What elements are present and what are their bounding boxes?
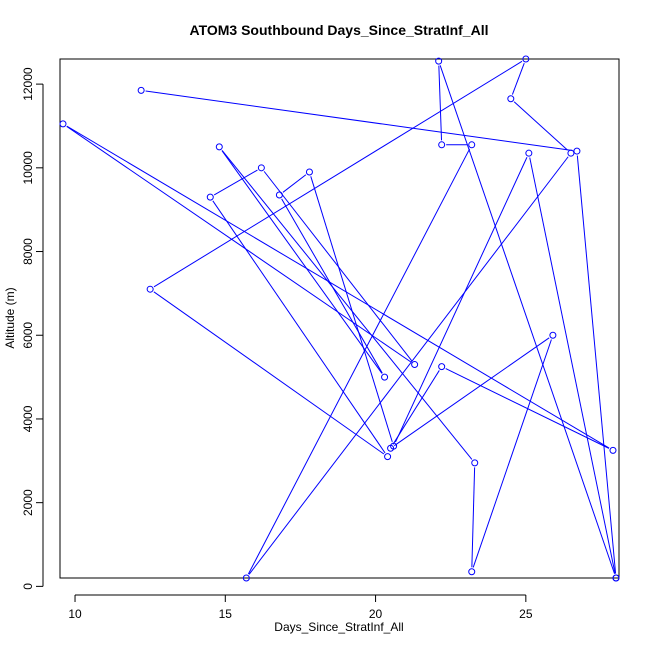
data-point <box>612 574 620 582</box>
data-point <box>411 361 419 369</box>
data-point <box>438 141 446 149</box>
series-segment <box>66 126 412 363</box>
series-segment <box>212 200 386 454</box>
series-segment <box>153 291 385 455</box>
series-segment <box>439 65 616 574</box>
data-point <box>146 285 154 293</box>
data-point <box>438 363 446 371</box>
data-point <box>468 141 476 149</box>
series-segment <box>213 169 258 196</box>
data-point <box>137 86 145 94</box>
series-segment <box>472 339 552 568</box>
data-point <box>435 57 443 65</box>
series-segment <box>513 101 568 151</box>
data-point <box>381 373 389 381</box>
x-tick-label: 25 <box>519 607 533 621</box>
plot-frame <box>59 58 620 579</box>
y-tick-label: 10000 <box>21 151 35 185</box>
data-point <box>573 147 581 155</box>
series-layer <box>59 55 620 582</box>
data-point <box>390 442 398 450</box>
series-segment <box>529 157 616 574</box>
data-point <box>257 164 265 172</box>
series-segment <box>471 467 476 568</box>
data-point <box>522 55 530 63</box>
series-segment <box>282 174 307 193</box>
x-tick-label: 15 <box>219 607 233 621</box>
data-point <box>59 120 67 128</box>
series-segment <box>248 156 569 575</box>
series-segment <box>392 370 440 445</box>
data-point <box>609 446 617 454</box>
x-tick-label: 20 <box>369 607 383 621</box>
data-point <box>275 191 283 199</box>
data-point <box>468 568 476 576</box>
y-tick-label: 6000 <box>21 322 35 349</box>
data-point <box>471 459 479 467</box>
series-segment <box>281 198 383 374</box>
data-point <box>215 143 223 151</box>
y-tick-label: 0 <box>21 583 35 590</box>
series-segment <box>221 150 473 460</box>
y-tick-label: 12000 <box>21 67 35 101</box>
data-point <box>549 331 557 339</box>
data-point <box>242 574 250 582</box>
series-segment <box>247 148 471 575</box>
data-point <box>507 95 515 103</box>
series-segment <box>310 176 393 443</box>
series-segment <box>395 157 528 443</box>
y-tick-label: 2000 <box>21 489 35 516</box>
series-segment <box>393 337 550 447</box>
y-tick-label: 4000 <box>21 405 35 432</box>
y-tick-label: 8000 <box>21 238 35 265</box>
series-segment <box>511 63 525 95</box>
series-segment <box>145 90 573 151</box>
y-axis-label: Altitude (m) <box>3 287 17 348</box>
data-point <box>305 168 313 176</box>
data-point <box>567 149 575 157</box>
x-axis: 10 15 20 25 <box>68 594 533 621</box>
data-point <box>525 149 533 157</box>
chart-title: ATOM3 Southbound Days_Since_StratInf_All <box>190 22 489 38</box>
x-tick-label: 10 <box>68 607 82 621</box>
series-segment <box>153 60 523 288</box>
y-axis: 0 2000 4000 6000 8000 10000 12000 <box>21 67 44 590</box>
data-point <box>206 193 214 201</box>
series-segment <box>576 155 617 574</box>
series-segment <box>438 65 443 141</box>
series-segment <box>221 150 383 374</box>
x-axis-label: Days_Since_StratInf_All <box>274 620 403 634</box>
series-segment <box>66 125 610 449</box>
data-point <box>384 453 392 461</box>
